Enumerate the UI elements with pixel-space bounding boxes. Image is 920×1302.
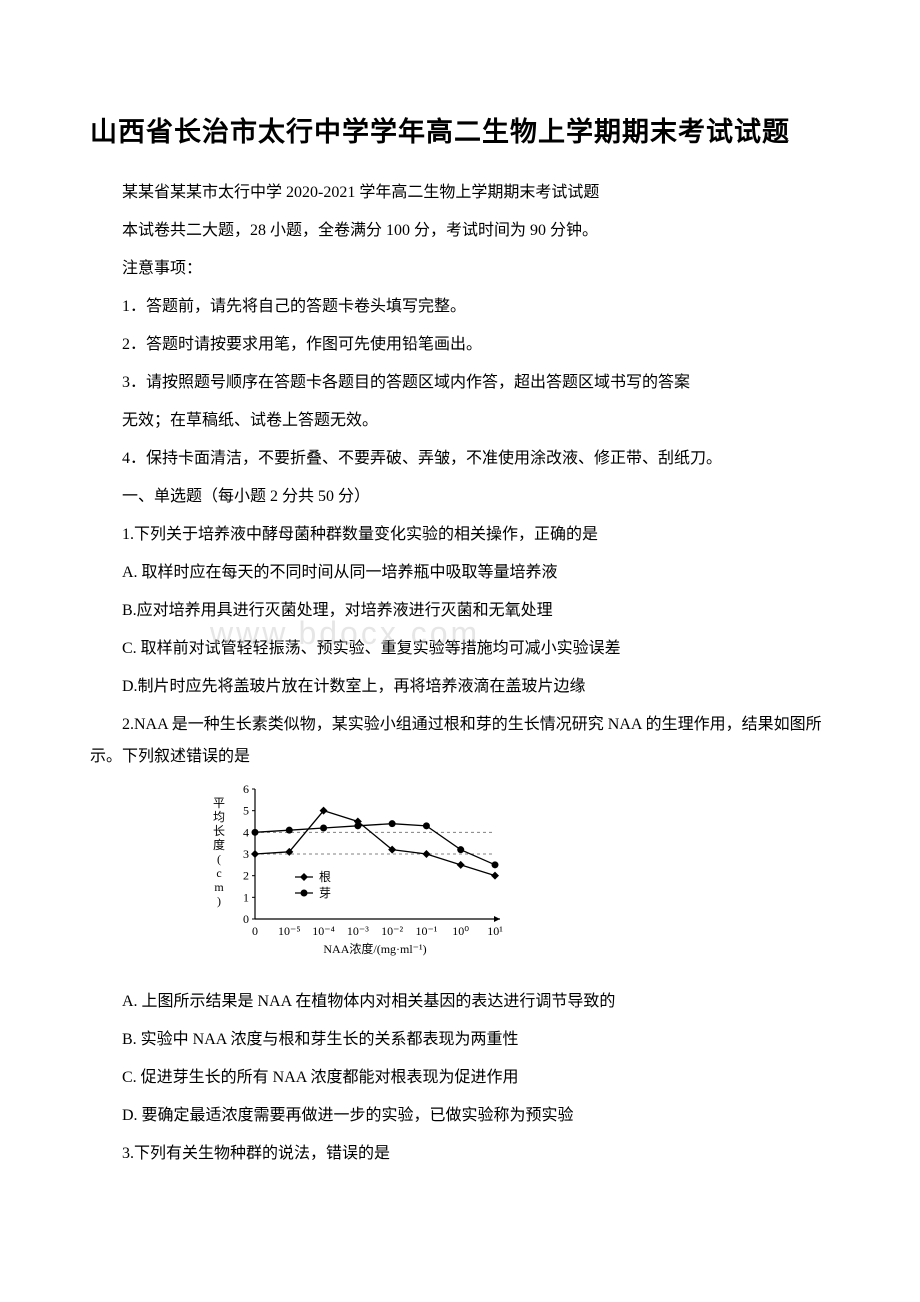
intro-line: 3．请按照题号顺序在答题卡各题目的答题区域内作答，超出答题区域书写的答案 [90,367,830,399]
svg-text:均: 均 [213,810,225,824]
option-a: A. 取样时应在每天的不同时间从同一培养瓶中吸取等量培养液 [90,557,830,589]
section-header: 一、单选题（每小题 2 分共 50 分） [90,481,830,513]
option-a: A. 上图所示结果是 NAA 在植物体内对相关基因的表达进行调节导致的 [90,986,830,1018]
svg-text:4: 4 [243,825,249,839]
chart-svg: 0 1 2 3 4 5 6 0 10⁻⁵ 10⁻⁴ 10⁻³ 10⁻² 10⁻¹ 10⁰ 10¹ 平均长度(c… [205,779,515,969]
naa-chart: 0 1 2 3 4 5 6 0 10⁻⁵ 10⁻⁴ 10⁻³ 10⁻² 10⁻¹ 10⁰ 10¹ 平均长度(c… [205,779,830,974]
svg-text:6: 6 [243,782,249,796]
q2-stem-text: 2.NAA 是一种生长素类似物，某实验小组通过根和芽的生长情况研究 NAA 的生… [90,709,830,773]
option-c: C. 取样前对试管轻轻振荡、预实验、重复实验等措施均可减小实验误差 [90,633,830,665]
svg-text:0: 0 [252,924,258,938]
svg-text:度: 度 [213,837,225,852]
svg-text:2: 2 [243,869,249,883]
svg-text:10¹: 10¹ [487,924,503,938]
svg-text:10⁻²: 10⁻² [381,924,403,938]
option-c: C. 促进芽生长的所有 NAA 浓度都能对根表现为促进作用 [90,1062,830,1094]
svg-text:(: ( [217,852,221,866]
svg-text:5: 5 [243,804,249,818]
page-title: 山西省长治市太行中学学年高二生物上学期期末考试试题 [90,110,830,149]
option-d: D. 要确定最适浓度需要再做进一步的实验，已做实验称为预实验 [90,1100,830,1132]
intro-line: 某某省某某市太行中学 2020-2021 学年高二生物上学期期末考试试题 [90,177,830,209]
svg-text:c: c [216,866,221,880]
question-stem: 2.NAA 是一种生长素类似物，某实验小组通过根和芽的生长情况研究 NAA 的生… [90,709,830,773]
option-b: B. 实验中 NAA 浓度与根和芽生长的关系都表现为两重性 [90,1024,830,1056]
svg-text:NAA浓度/(mg·ml⁻¹): NAA浓度/(mg·ml⁻¹) [323,941,426,956]
svg-text:10⁰: 10⁰ [452,924,469,938]
svg-text:芽: 芽 [319,886,331,900]
svg-text:10⁻¹: 10⁻¹ [415,924,437,938]
intro-line: 1．答题前，请先将自己的答题卡卷头填写完整。 [90,291,830,323]
svg-text:3: 3 [243,847,249,861]
question-stem: 3.下列有关生物种群的说法，错误的是 [90,1138,830,1170]
intro-4-text: 4．保持卡面清洁，不要折叠、不要弄破、弄皱，不准使用涂改液、修正带、刮纸刀。 [90,443,722,475]
svg-text:): ) [217,894,221,908]
svg-text:10⁻⁴: 10⁻⁴ [312,924,335,938]
intro-line: 本试卷共二大题，28 小题，全卷满分 100 分，考试时间为 90 分钟。 [90,215,830,247]
svg-text:根: 根 [319,870,331,884]
svg-text:1: 1 [243,890,249,904]
svg-text:0: 0 [243,912,249,926]
svg-text:长: 长 [213,824,225,838]
svg-text:10⁻³: 10⁻³ [347,924,369,938]
intro-line: 4．保持卡面清洁，不要折叠、不要弄破、弄皱，不准使用涂改液、修正带、刮纸刀。 [90,443,830,475]
intro-line: 注意事项： [90,253,830,285]
option-b: B.应对培养用具进行灭菌处理，对培养液进行灭菌和无氧处理 [90,595,830,627]
option-d: D.制片时应先将盖玻片放在计数室上，再将培养液滴在盖玻片边缘 [90,671,830,703]
intro-line: 2．答题时请按要求用笔，作图可先使用铅笔画出。 [90,329,830,361]
intro-line: 无效；在草稿纸、试卷上答题无效。 [90,405,830,437]
svg-text:平: 平 [213,796,225,810]
question-stem: 1.下列关于培养液中酵母菌种群数量变化实验的相关操作，正确的是 [90,519,830,551]
svg-text:10⁻⁵: 10⁻⁵ [278,924,301,938]
svg-text:m: m [214,880,224,894]
